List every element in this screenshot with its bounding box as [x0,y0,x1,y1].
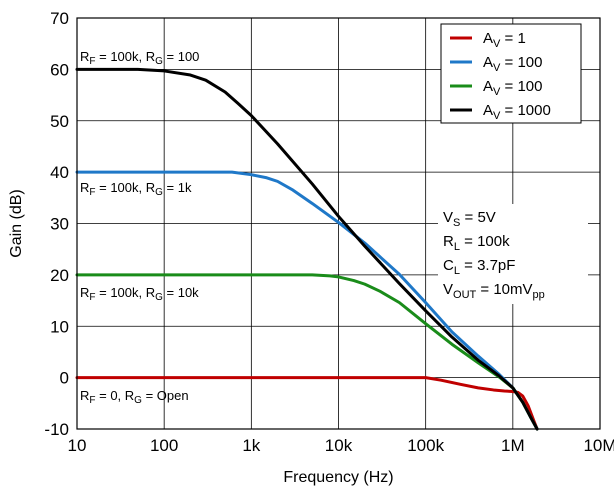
tick-labels: 10 100 1k 10k 100k 1M 10M -10 0 10 20 30 40 50 60 70 [44,9,614,455]
x-tick-label: 100 [150,436,178,455]
y-axis-label: Gain (dB) [8,189,25,257]
series-line-av-1 [75,376,539,431]
x-tick-label: 100k [407,436,444,455]
legend-label: AV = 1 [483,30,526,50]
x-tick-label: 1k [242,436,260,455]
annotation-rf100k-rg1k: RF = 100k, RG = 1k [80,180,192,198]
plot-frame [76,17,601,430]
y-tick-label: 50 [50,112,69,131]
y-tick-label: 30 [50,215,69,234]
y-tick-label: 40 [50,163,69,182]
y-tick-label: 70 [50,9,69,28]
y-tick-label: 10 [50,317,69,336]
x-axis-label: Frequency (Hz) [283,469,393,486]
test-conditions: VS = 5V RL = 100k CL = 3.7pF VOUT = 10mV… [438,204,588,304]
legend-label: AV = 1000 [483,102,551,122]
x-tick-label: 10 [68,436,87,455]
annotation-rf100k-rg100: RF = 100k, RG = 100 [80,49,199,67]
annotation-rf0-rg-open: RF = 0, RG = Open [80,388,189,406]
series-lines [75,67,539,431]
x-tick-label: 10M [583,436,614,455]
condition-vout: VOUT = 10mVpp [443,281,545,301]
condition-rl: RL = 100k [443,233,510,253]
condition-vs: VS = 5V [443,209,496,229]
y-tick-label: -10 [44,420,69,439]
legend-label: AV = 100 [483,54,542,74]
y-tick-label: 20 [50,266,69,285]
series-line-av-1000 [75,67,539,431]
legend-box [440,23,582,124]
annotation-rf100k-rg10k: RF = 100k, RG = 10k [80,285,199,303]
legend-label: AV = 100 [483,78,542,98]
legend: AV = 1 AV = 100 AV = 100 AV = 1000 [440,23,582,124]
y-tick-label: 0 [60,369,69,388]
y-tick-label: 60 [50,60,69,79]
x-tick-label: 10k [325,436,353,455]
condition-cl: CL = 3.7pF [443,257,515,277]
x-tick-label: 1M [501,436,525,455]
